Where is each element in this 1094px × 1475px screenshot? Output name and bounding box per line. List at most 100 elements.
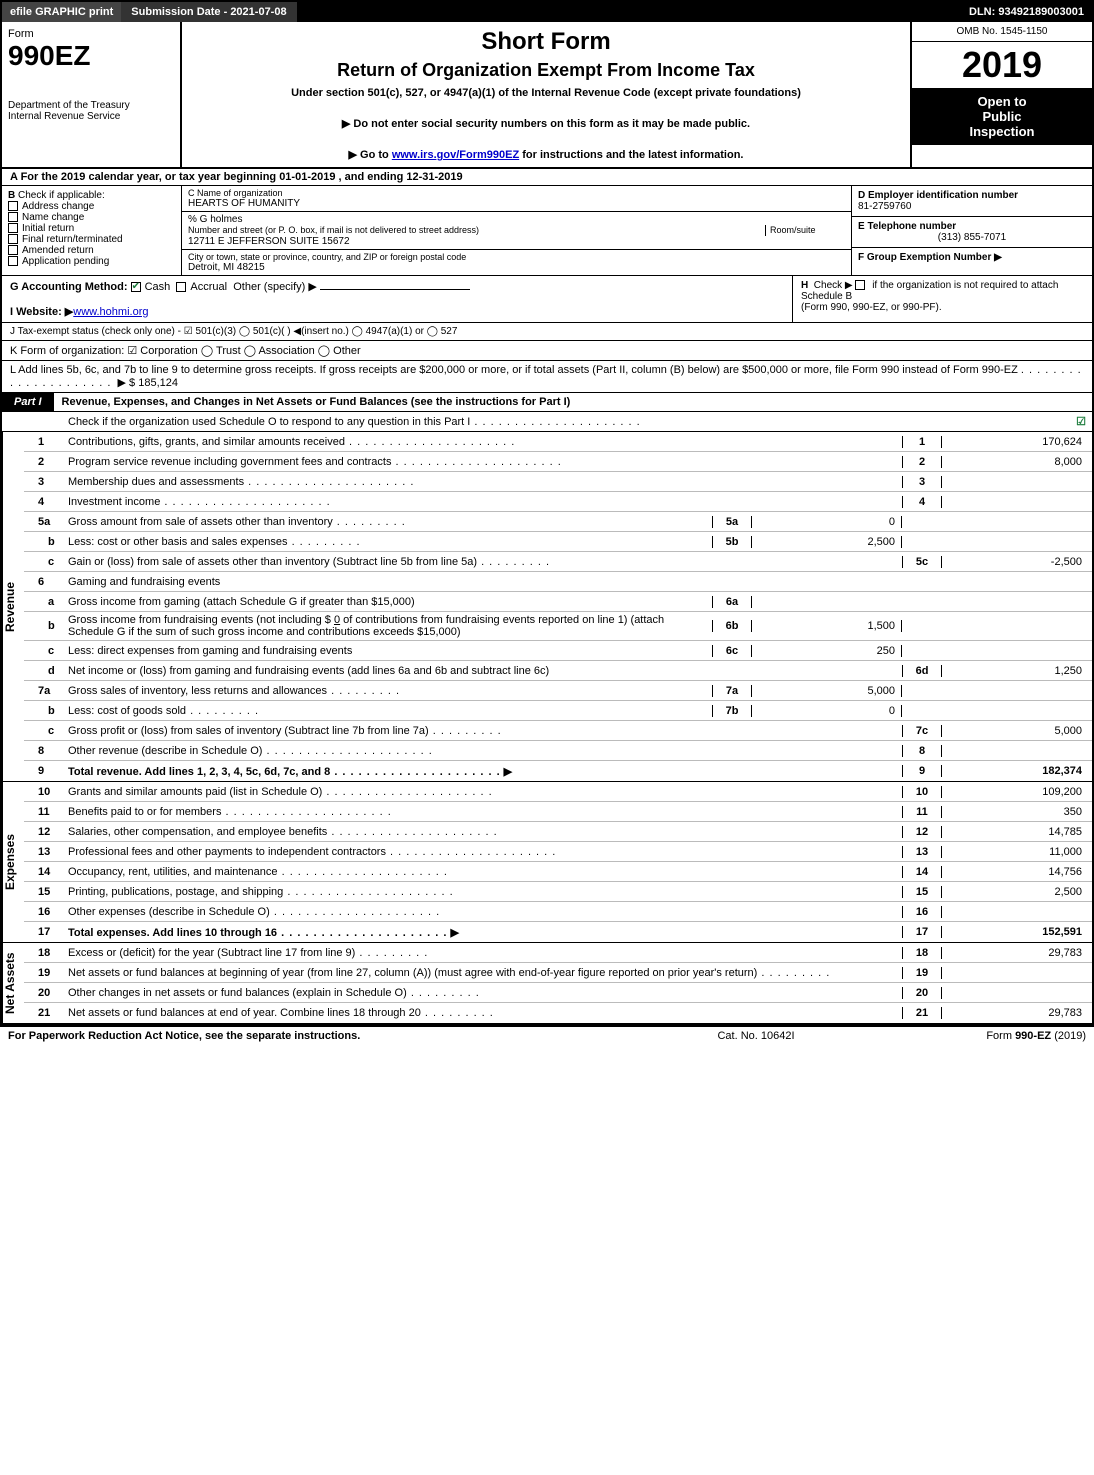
row-l-amount: ▶ $ 185,124 — [118, 377, 178, 389]
row-h: H Check ▶ if the organization is not req… — [792, 276, 1092, 322]
l5b-mv: 2,500 — [752, 536, 902, 548]
l10-rn: 10 — [902, 786, 942, 798]
lbl-accrual: Accrual — [190, 281, 227, 293]
l5c-rn: 5c — [902, 556, 942, 568]
l13-rn: 13 — [902, 846, 942, 858]
l10-rv: 109,200 — [942, 786, 1092, 798]
footer-catno: Cat. No. 10642I — [626, 1030, 886, 1042]
street-address: 12711 E JEFFERSON SUITE 15672 — [188, 236, 845, 247]
l6-num: 6 — [24, 576, 64, 588]
lbl-other-specify: Other (specify) ▶ — [233, 281, 317, 293]
l20-num: 20 — [24, 987, 64, 999]
part1-header: Part I Revenue, Expenses, and Changes in… — [2, 393, 1092, 412]
l5a-mv: 0 — [752, 516, 902, 528]
org-name: HEARTS OF HUMANITY — [188, 198, 845, 209]
l13-num: 13 — [24, 846, 64, 858]
other-specify-input[interactable] — [320, 289, 470, 290]
d-label: D Employer identification number — [858, 190, 1018, 201]
chk-accrual[interactable] — [176, 282, 186, 292]
l14-desc: Occupancy, rent, utilities, and maintena… — [64, 864, 902, 880]
l7a-mn: 7a — [712, 685, 752, 697]
netassets-lines: 18Excess or (deficit) for the year (Subt… — [24, 943, 1092, 1023]
city-state-zip: Detroit, MI 48215 — [188, 262, 845, 273]
chk-final-return[interactable] — [8, 234, 18, 244]
chk-h[interactable] — [855, 280, 865, 290]
tax-year: 2019 — [912, 42, 1092, 88]
l9-rn: 9 — [902, 765, 942, 777]
l7b-mv: 0 — [752, 705, 902, 717]
form-number: 990EZ — [8, 40, 174, 72]
website-link[interactable]: www.hohmi.org — [73, 306, 148, 318]
l6d-rv: 1,250 — [942, 665, 1092, 677]
l16-num: 16 — [24, 906, 64, 918]
l16-desc: Other expenses (describe in Schedule O) — [64, 904, 902, 920]
l17-rn: 17 — [902, 926, 942, 938]
dots-icon — [470, 416, 640, 428]
chk-app-pending[interactable] — [8, 256, 18, 266]
l8-desc: Other revenue (describe in Schedule O) — [64, 743, 902, 759]
l17-rv: 152,591 — [942, 926, 1092, 938]
l3-num: 3 — [24, 476, 64, 488]
l18-num: 18 — [24, 947, 64, 959]
l21-rv: 29,783 — [942, 1007, 1092, 1019]
section-def: D Employer identification number 81-2759… — [852, 186, 1092, 275]
l11-rn: 11 — [902, 806, 942, 818]
l6c-mn: 6c — [712, 645, 752, 657]
part1-check-icon[interactable]: ☑ — [1068, 415, 1092, 428]
dept-treasury: Department of the Treasury — [8, 100, 174, 111]
b-label: B — [8, 190, 15, 201]
chk-address-change[interactable] — [8, 201, 18, 211]
chk-amended-return[interactable] — [8, 245, 18, 255]
l19-num: 19 — [24, 967, 64, 979]
chk-cash[interactable] — [131, 282, 141, 292]
part1-title: Revenue, Expenses, and Changes in Net As… — [54, 393, 1092, 411]
part1-tab: Part I — [2, 393, 54, 411]
l12-rn: 12 — [902, 826, 942, 838]
l11-rv: 350 — [942, 806, 1092, 818]
l13-desc: Professional fees and other payments to … — [64, 844, 902, 860]
l6c-mv: 250 — [752, 645, 902, 657]
row-l-text: L Add lines 5b, 6c, and 7b to line 9 to … — [10, 364, 1018, 376]
l20-desc: Other changes in net assets or fund bala… — [64, 985, 902, 1001]
l5c-rv: -2,500 — [942, 556, 1092, 568]
l9-num: 9 — [24, 765, 64, 777]
topbar: efile GRAPHIC print Submission Date - 20… — [2, 2, 1092, 22]
l6c-desc: Less: direct expenses from gaming and fu… — [64, 643, 712, 659]
l7a-mv: 5,000 — [752, 685, 902, 697]
section-b: B Check if applicable: Address change Na… — [2, 186, 182, 275]
l6a-num: a — [24, 596, 64, 608]
submission-date: Submission Date - 2021-07-08 — [121, 2, 296, 22]
irs-link[interactable]: www.irs.gov/Form990EZ — [392, 149, 519, 161]
l2-num: 2 — [24, 456, 64, 468]
chk-initial-return[interactable] — [8, 223, 18, 233]
l7c-num: c — [24, 725, 64, 737]
expenses-section: Expenses 10Grants and similar amounts pa… — [2, 782, 1092, 943]
l1-rn: 1 — [902, 436, 942, 448]
g-label: G Accounting Method: — [10, 281, 128, 293]
row-l: L Add lines 5b, 6c, and 7b to line 9 to … — [2, 361, 1092, 393]
goto-line: ▶ Go to www.irs.gov/Form990EZ for instru… — [188, 148, 904, 161]
l20-rn: 20 — [902, 987, 942, 999]
short-form-title: Short Form — [188, 28, 904, 56]
open-line2: Public — [916, 109, 1088, 124]
side-netassets: Net Assets — [2, 943, 24, 1023]
l15-num: 15 — [24, 886, 64, 898]
l6d-rn: 6d — [902, 665, 942, 677]
l6d-desc: Net income or (loss) from gaming and fun… — [64, 663, 902, 679]
l5c-desc: Gain or (loss) from sale of assets other… — [64, 554, 902, 570]
l5a-num: 5a — [24, 516, 64, 528]
l15-desc: Printing, publications, postage, and shi… — [64, 884, 902, 900]
l10-num: 10 — [24, 786, 64, 798]
l7c-rv: 5,000 — [942, 725, 1092, 737]
header-left: Form 990EZ Department of the Treasury In… — [2, 22, 182, 167]
goto-pre: ▶ Go to — [349, 149, 392, 161]
l6a-mn: 6a — [712, 596, 752, 608]
row-k: K Form of organization: ☑ Corporation ◯ … — [2, 341, 1092, 361]
l9-rv: 182,374 — [942, 765, 1092, 777]
chk-name-change[interactable] — [8, 212, 18, 222]
footer-right-pre: Form — [986, 1030, 1015, 1042]
row-g: G Accounting Method: Cash Accrual Other … — [2, 276, 792, 322]
street-label: Number and street (or P. O. box, if mail… — [188, 225, 479, 235]
open-line1: Open to — [916, 94, 1088, 109]
efile-print-button[interactable]: efile GRAPHIC print — [2, 2, 121, 22]
